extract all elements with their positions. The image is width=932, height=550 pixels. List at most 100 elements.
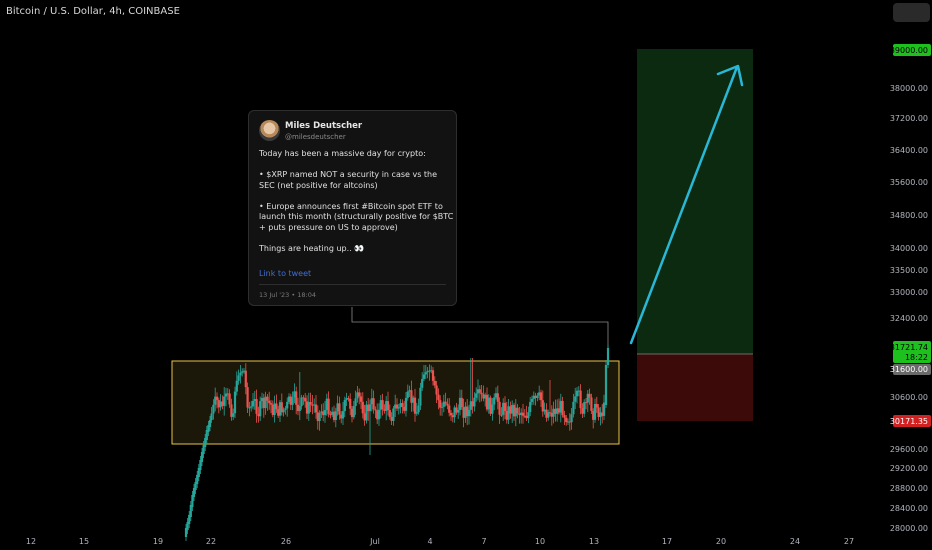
candle-body: [204, 438, 207, 447]
candle-body: [359, 396, 363, 402]
candle-body: [509, 406, 512, 414]
candle-body: [192, 488, 196, 497]
candle-body: [574, 396, 577, 402]
candle-body: [428, 370, 431, 372]
price-label: 34800.00: [890, 211, 928, 220]
candle-body: [458, 397, 462, 410]
candle-body: [376, 410, 379, 420]
candle-body: [257, 413, 260, 417]
candle-body: [228, 393, 231, 405]
time-axis[interactable]: 12 15 19 22 26 Jul 4 7 10 13 17 20 24 27: [26, 537, 854, 546]
candle-body: [194, 482, 197, 490]
candle-body: [466, 406, 469, 417]
candle-body: [215, 396, 219, 401]
candle-body: [460, 397, 463, 408]
candle-body: [377, 409, 381, 420]
stop-price-tag: [893, 415, 931, 427]
candle-body: [332, 411, 336, 420]
price-label: 28000.00: [890, 524, 928, 533]
time-label: 12: [26, 537, 36, 546]
tweet-link[interactable]: Link to tweet: [259, 269, 312, 278]
candle-body: [511, 404, 514, 414]
candle-body: [363, 413, 366, 421]
candle-body: [186, 522, 189, 530]
candle-body: [296, 404, 300, 412]
time-label: 26: [281, 537, 291, 546]
candle-body: [354, 398, 357, 407]
candle-body: [286, 401, 289, 409]
price-label: 32400.00: [890, 314, 928, 323]
candle-body: [448, 405, 451, 413]
candle-body: [329, 414, 332, 416]
candle-body: [408, 390, 411, 392]
candle-body: [289, 396, 292, 405]
projection-arrow[interactable]: [629, 64, 744, 345]
candle-body: [309, 402, 312, 405]
candle-body: [536, 395, 539, 399]
candle-body: [586, 393, 589, 403]
candle-body: [345, 398, 348, 400]
candle-body: [284, 408, 287, 410]
time-label: 17: [662, 537, 672, 546]
candle-body: [588, 393, 591, 398]
candle-body: [311, 404, 314, 406]
candle-body: [597, 407, 600, 417]
candle-body: [316, 412, 319, 421]
candle-body: [189, 505, 192, 517]
candle-body: [593, 403, 597, 420]
candle-body: [338, 403, 341, 415]
candle-body: [239, 372, 242, 376]
candle-body: [295, 391, 298, 405]
candle-body: [386, 401, 390, 411]
candle-body: [232, 413, 235, 417]
candle-body: [325, 398, 328, 411]
candle-body: [260, 397, 264, 402]
candle-body: [604, 365, 608, 405]
candle-body: [208, 420, 212, 427]
tweet-card[interactable]: Miles Deutscher @milesdeutscher Today ha…: [248, 110, 457, 306]
candle-body: [422, 374, 426, 379]
entry-price-tag: [893, 364, 931, 375]
price-axis[interactable]: 38000.00 37200.00 36400.00 35600.00 3480…: [890, 44, 931, 533]
candle-body: [262, 397, 265, 409]
candle-body: [374, 409, 377, 411]
candle-body: [563, 415, 566, 418]
toolbar-button[interactable]: [893, 3, 930, 22]
candle-body: [230, 404, 233, 417]
price-label: 36400.00: [890, 146, 928, 155]
candle-body: [473, 397, 476, 407]
candle-body: [484, 394, 487, 399]
candle-body: [406, 391, 409, 398]
stop-zone: [637, 354, 753, 421]
candle-body: [395, 404, 399, 409]
candle-body: [547, 412, 550, 418]
candle-body: [224, 393, 228, 397]
candle-body: [543, 409, 546, 412]
candle-body: [381, 400, 384, 410]
candle-body: [512, 404, 516, 417]
countdown-label: 18:22: [905, 353, 928, 362]
candle-body: [293, 391, 296, 398]
time-label: 24: [790, 537, 800, 546]
candle-body: [462, 407, 465, 418]
candle-body: [554, 408, 557, 414]
candle-body: [599, 412, 602, 417]
candle-body: [433, 380, 436, 386]
price-label: 34000.00: [890, 244, 928, 253]
candle-body: [464, 406, 467, 418]
candle-body: [334, 411, 337, 420]
candle-body: [590, 397, 593, 411]
current-price-tag: [893, 341, 931, 363]
tweet-author-name: Miles Deutscher: [285, 121, 363, 131]
candlesticks: [184, 345, 610, 541]
callout-connector: [351, 307, 609, 348]
candle-body: [318, 412, 321, 421]
candle-body: [570, 414, 573, 423]
candle-body: [453, 407, 456, 418]
candle-body: [412, 397, 415, 403]
tweet-body: Today has been a massive day for crypto:…: [259, 149, 454, 265]
price-label: 28400.00: [890, 504, 928, 513]
candle-body: [550, 412, 553, 417]
candle-body: [202, 445, 205, 454]
